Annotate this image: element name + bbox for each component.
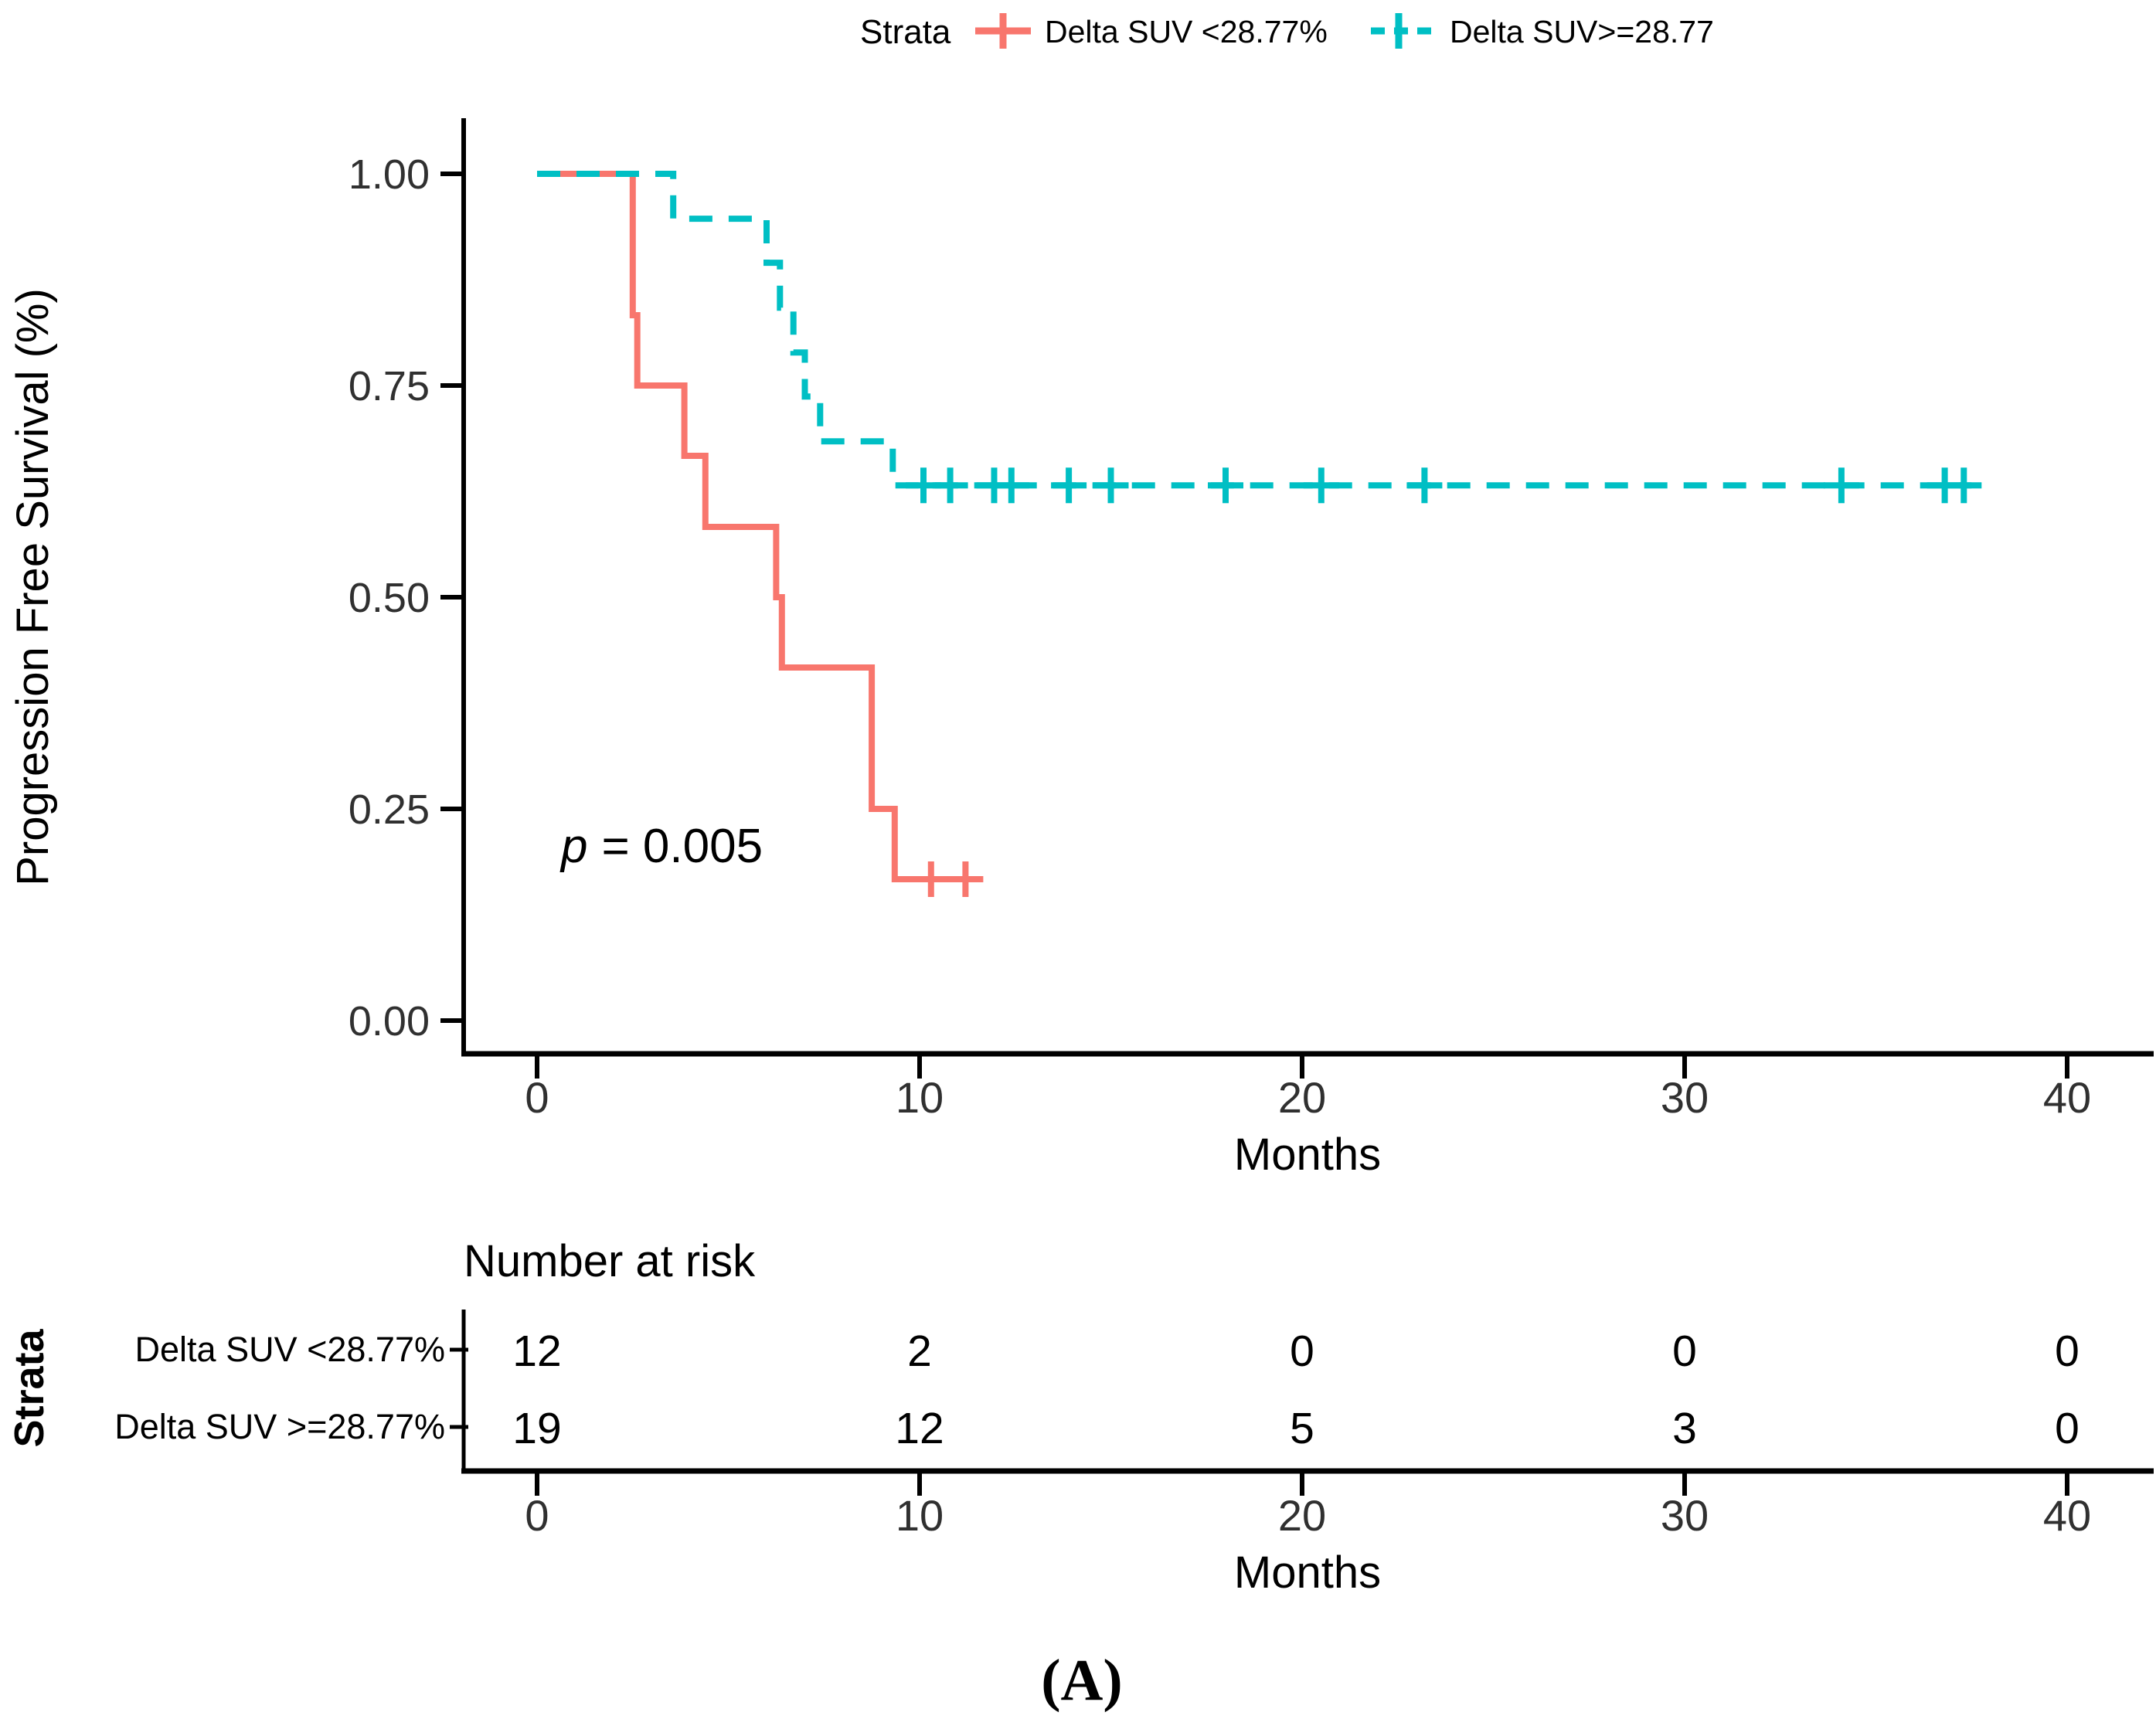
km-curves	[537, 171, 1982, 897]
risk-x-axis-ticks	[535, 1473, 2069, 1496]
risk-x-tick-label-10: 10	[896, 1491, 944, 1540]
risk-x-tick-label-30: 30	[1661, 1491, 1709, 1540]
y-tick-label-050: 0.50	[349, 575, 430, 621]
censor-mark-high	[1406, 467, 1443, 504]
censor-mark-high	[1051, 467, 1087, 504]
y-axis-ticks	[440, 172, 461, 1023]
risk-table-row-ticks	[450, 1347, 468, 1429]
km-curve-high	[537, 171, 1972, 489]
censor-mark-high	[1303, 467, 1339, 504]
y-tick-label-100: 1.00	[349, 151, 430, 198]
risk-table-strata-label: Strata	[6, 1329, 53, 1448]
legend: Strata Delta SUV <28.77% Delta SUV>=28.7…	[860, 13, 1714, 51]
y-axis-title: Progression Free Survival (%)	[8, 288, 58, 886]
x-tick-label-30: 30	[1661, 1073, 1709, 1122]
censor-mark-low	[947, 861, 984, 897]
risk-value: 0	[2055, 1404, 2079, 1453]
risk-table-title: Number at risk	[464, 1236, 756, 1286]
risk-x-tick-label-0: 0	[525, 1491, 549, 1540]
censor-mark-high	[1823, 467, 1859, 504]
x-axis: 0 10 20 30 40 Months	[461, 1051, 2154, 1180]
legend-item-high: Delta SUV>=28.77	[1371, 13, 1714, 49]
y-axis: 1.00 0.75 0.50 0.25 0.00 Progression Fre…	[8, 118, 466, 1056]
p-value-text: = 0.005	[601, 820, 763, 873]
y-tick-label-000: 0.00	[349, 998, 430, 1045]
legend-title: Strata	[860, 13, 951, 51]
risk-value: 0	[2055, 1327, 2079, 1376]
legend-item-high-label: Delta SUV>=28.77	[1450, 14, 1714, 49]
censor-mark-high	[932, 467, 968, 504]
censor-mark-high	[1093, 467, 1129, 504]
risk-value: 0	[1672, 1327, 1697, 1376]
risk-value: 12	[895, 1404, 944, 1453]
p-symbol: p	[559, 820, 587, 873]
x-tick-label-20: 20	[1278, 1073, 1326, 1122]
risk-table: Number at risk Strata Delta SUV <28.77% …	[6, 1236, 2154, 1598]
censor-mark-high	[1208, 467, 1243, 504]
km-curve-low	[537, 171, 978, 882]
x-axis-ticks	[535, 1056, 2069, 1079]
legend-item-low-label: Delta SUV <28.77%	[1045, 14, 1328, 49]
legend-item-low: Delta SUV <28.77%	[975, 13, 1328, 49]
censor-mark-high	[1946, 467, 1982, 504]
censor-mark-high	[993, 467, 1029, 504]
risk-row-label-low: Delta SUV <28.77%	[135, 1330, 445, 1369]
risk-value: 12	[512, 1327, 561, 1376]
risk-row-label-high: Delta SUV >=28.77%	[114, 1407, 445, 1446]
risk-x-tick-label-40: 40	[2043, 1491, 2091, 1540]
risk-value: 0	[1290, 1327, 1314, 1376]
x-tick-label-0: 0	[525, 1073, 549, 1122]
risk-value: 19	[512, 1404, 561, 1453]
x-tick-label-40: 40	[2043, 1073, 2091, 1122]
risk-value: 2	[907, 1327, 932, 1376]
y-tick-label-025: 0.25	[349, 786, 430, 833]
risk-row-values-high: 19 12 5 3 0	[512, 1404, 2079, 1453]
x-tick-label-10: 10	[896, 1073, 944, 1122]
censor-mark-low	[913, 861, 949, 897]
risk-x-axis-title: Months	[1234, 1547, 1381, 1598]
risk-table-x-axis: 0 10 20 30 40 Months	[461, 1468, 2154, 1598]
risk-x-tick-label-20: 20	[1278, 1491, 1326, 1540]
y-tick-label-075: 0.75	[349, 363, 430, 409]
x-axis-title: Months	[1234, 1130, 1381, 1180]
risk-value: 5	[1290, 1404, 1314, 1453]
figure-label: (A)	[1041, 1648, 1123, 1713]
risk-value: 3	[1672, 1404, 1697, 1453]
p-value-annotation: p = 0.005	[559, 820, 763, 873]
risk-row-values-low: 12 2 0 0 0	[512, 1327, 2079, 1376]
